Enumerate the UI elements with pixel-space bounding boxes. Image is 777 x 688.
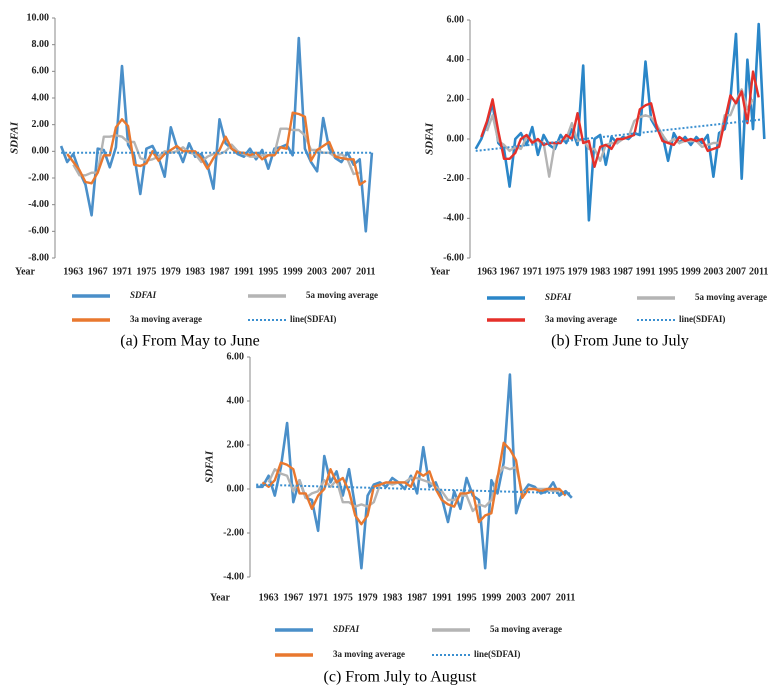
legend-label: SDFAI <box>130 290 157 300</box>
caption: (c) From July to August <box>324 669 477 686</box>
legend-label: 5a moving average <box>695 292 767 302</box>
legend-label: SDFAI <box>545 292 572 302</box>
y-tick-label: 6.00 <box>447 14 465 25</box>
series-line <box>485 88 755 178</box>
series-line <box>474 22 766 222</box>
y-tick-label: 0.00 <box>32 146 50 157</box>
legend-label: line(SDFAI) <box>474 649 520 659</box>
legend-label: line(SDFAI) <box>290 314 336 324</box>
x-tick-label: 1995 <box>658 266 678 277</box>
series-line <box>59 36 374 233</box>
x-tick-label: 1991 <box>234 266 254 277</box>
legend-label: SDFAI <box>333 624 360 634</box>
x-tick-label: 1971 <box>522 266 542 277</box>
series-line <box>480 70 760 168</box>
y-tick-label: -2.00 <box>443 173 464 184</box>
x-tick-label: 2011 <box>556 592 575 603</box>
x-tick-label: 1987 <box>210 266 230 277</box>
y-tick-label: -4.00 <box>28 199 49 210</box>
series-line <box>256 373 573 570</box>
x-tick-label: 2007 <box>726 266 746 277</box>
x-tick-label: 2007 <box>531 592 551 603</box>
caption: (a) From May to June <box>120 333 260 350</box>
x-tick-label: 1967 <box>283 592 303 603</box>
x-tick-label: 1987 <box>407 592 427 603</box>
x-tick-label: 1983 <box>590 266 610 277</box>
x-tick-label: 1975 <box>545 266 565 277</box>
y-tick-label: 0.00 <box>447 133 465 144</box>
y-tick-label: 0.00 <box>227 483 245 494</box>
y-tick-label: 4.00 <box>447 54 465 65</box>
legend-label: line(SDFAI) <box>679 314 725 324</box>
y-axis-label: SDFAI <box>9 121 21 154</box>
y-tick-label: 10.00 <box>27 12 50 23</box>
x-tick-label: 1963 <box>63 266 83 277</box>
y-tick-label: -6.00 <box>443 252 464 263</box>
legend-label: 5a moving average <box>306 290 378 300</box>
x-tick-label: 1983 <box>382 592 402 603</box>
x-tick-label: 2007 <box>331 266 351 277</box>
x-tick-label: 1995 <box>258 266 278 277</box>
y-tick-label: 8.00 <box>32 39 50 50</box>
y-tick-label: -4.00 <box>443 213 464 224</box>
y-tick-label: 6.00 <box>32 66 50 77</box>
x-tick-label: 1963 <box>259 592 279 603</box>
x-tick-label: 2003 <box>506 592 526 603</box>
y-tick-label: 2.00 <box>447 94 465 105</box>
x-tick-label: 2011 <box>749 266 768 277</box>
x-tick-label: 1979 <box>568 266 588 277</box>
x-tick-label: 2003 <box>703 266 723 277</box>
x-tick-label: 1979 <box>358 592 378 603</box>
x-axis-label: Year <box>430 266 451 277</box>
x-tick-label: 1991 <box>432 592 452 603</box>
y-tick-label: 6.00 <box>227 351 245 362</box>
y-tick-label: 2.00 <box>227 439 245 450</box>
trend-line <box>475 118 765 152</box>
x-tick-label: 1983 <box>185 266 205 277</box>
x-tick-label: 1995 <box>457 592 477 603</box>
y-tick-label: -2.00 <box>28 172 49 183</box>
y-tick-label: -6.00 <box>28 226 49 237</box>
legend-label: 3a moving average <box>545 314 617 324</box>
y-tick-label: -4.00 <box>223 571 244 582</box>
x-tick-label: 2011 <box>356 266 375 277</box>
y-tick-label: 2.00 <box>32 119 50 130</box>
y-tick-label: -8.00 <box>28 252 49 263</box>
y-tick-label: 4.00 <box>32 92 50 103</box>
x-tick-label: 1975 <box>333 592 353 603</box>
x-tick-label: 1991 <box>635 266 655 277</box>
x-axis-label: Year <box>15 266 36 277</box>
y-axis-label: SDFAI <box>204 450 216 483</box>
y-tick-label: -2.00 <box>223 527 244 538</box>
x-tick-label: 1971 <box>112 266 132 277</box>
x-tick-label: 1971 <box>308 592 328 603</box>
legend-label: 3a moving average <box>333 649 405 659</box>
x-tick-label: 1999 <box>283 266 303 277</box>
series-line <box>261 441 567 526</box>
series-line <box>66 111 367 186</box>
x-tick-label: 1967 <box>88 266 108 277</box>
x-tick-label: 2003 <box>307 266 327 277</box>
x-tick-label: 1999 <box>681 266 701 277</box>
x-tick-label: 1967 <box>500 266 520 277</box>
x-tick-label: 1999 <box>481 592 501 603</box>
y-tick-label: 4.00 <box>227 395 245 406</box>
x-tick-label: 1975 <box>136 266 156 277</box>
legend-label: 5a moving average <box>490 624 562 634</box>
x-tick-label: 1979 <box>161 266 181 277</box>
caption: (b) From June to July <box>551 333 689 350</box>
legend-label: 3a moving average <box>130 314 202 324</box>
y-axis-label: SDFAI <box>424 122 436 155</box>
x-tick-label: 1963 <box>477 266 497 277</box>
x-axis-label: Year <box>210 592 231 603</box>
x-tick-label: 1987 <box>613 266 633 277</box>
trend-line <box>256 483 572 495</box>
